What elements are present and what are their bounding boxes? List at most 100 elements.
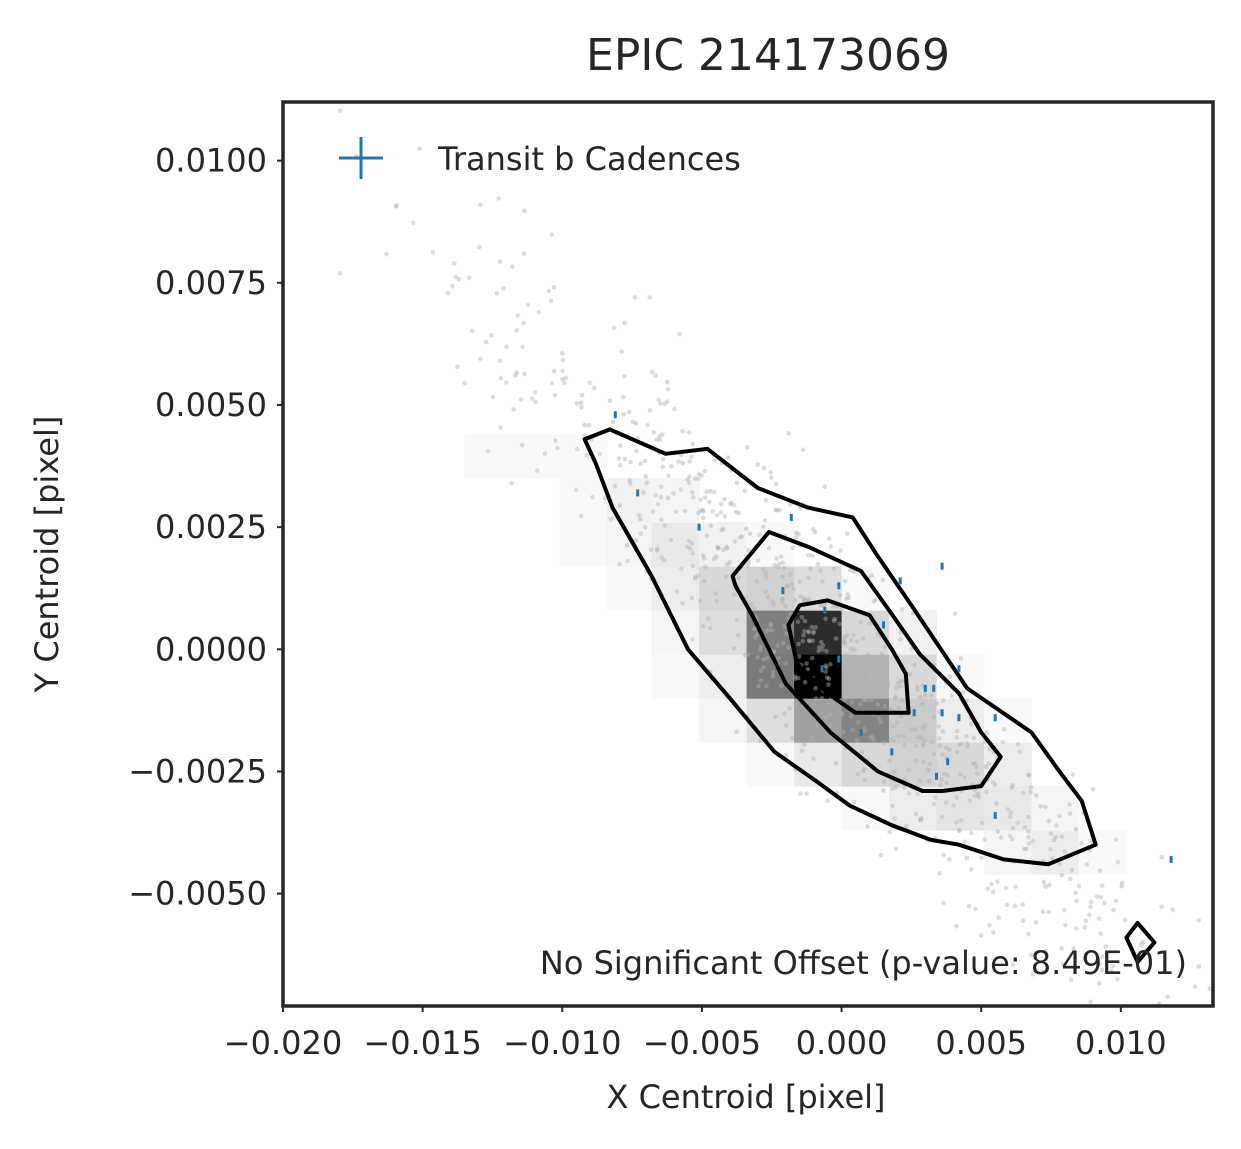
background-point [634,448,639,454]
background-point [927,762,933,767]
background-point [591,385,597,391]
background-point [979,855,984,861]
background-point [668,537,674,543]
background-point [1165,994,1170,1000]
background-point [1001,727,1007,732]
background-point [852,660,858,665]
background-point [869,573,875,578]
background-point [1059,834,1065,840]
background-point [900,734,906,739]
background-point [975,771,980,777]
background-point [521,320,526,326]
background-point [795,619,801,624]
background-point [697,598,703,604]
background-point [885,680,890,685]
background-point [782,623,787,629]
background-point [796,654,802,659]
background-point [777,561,782,567]
background-point [833,636,839,641]
background-point [696,476,701,482]
background-point [655,502,661,507]
background-point [674,589,680,594]
background-point [784,723,789,728]
background-point [666,473,671,479]
background-point [1088,899,1094,905]
background-point [806,629,811,634]
background-point [990,780,996,785]
y-axis-label: Y Centroid [pixel] [28,416,66,694]
background-point [478,356,483,362]
background-point [727,559,732,565]
background-point [656,397,661,403]
background-point [934,701,940,706]
background-point [659,484,664,490]
background-point [560,368,565,373]
background-point [921,743,926,748]
background-point [732,539,738,544]
background-point [719,527,724,533]
background-point [456,276,462,282]
background-point [768,621,773,627]
density-bin [984,786,1032,831]
background-point [797,579,803,584]
background-point [1097,961,1102,967]
background-point [501,286,506,291]
background-point [954,820,959,825]
background-point [802,742,807,747]
background-point [338,108,343,113]
background-point [489,332,494,338]
background-point [1010,825,1016,831]
background-point [1196,917,1201,923]
background-point [708,523,714,528]
background-point [1100,883,1105,889]
background-point [879,651,885,657]
background-point [584,453,590,458]
background-point [755,462,760,468]
background-point [1013,884,1018,889]
background-point [755,558,761,563]
background-point [818,639,824,645]
background-point [809,736,815,741]
background-point [650,509,656,514]
background-point [698,508,703,514]
background-point [770,673,776,679]
background-point [873,597,878,603]
background-point [1046,818,1052,824]
background-point [1040,909,1046,914]
background-point [892,696,898,701]
background-point [624,543,630,548]
background-point [513,373,518,378]
background-point [954,728,960,734]
background-point [842,679,848,685]
background-point [698,497,703,503]
background-point [972,761,978,766]
background-point [827,712,832,718]
density-bin [559,522,608,567]
background-point [708,489,713,494]
background-point [941,852,946,858]
background-point [1094,894,1100,899]
background-point [562,380,567,386]
background-point [1099,967,1105,973]
background-point [711,556,717,562]
background-point [689,490,695,495]
background-point [498,375,504,381]
background-point [696,573,701,578]
background-point [795,675,801,681]
background-point [445,290,451,296]
background-point [1196,964,1202,969]
background-point [826,701,832,706]
background-point [937,709,942,715]
background-point [1043,948,1048,954]
background-point [785,583,790,589]
background-point [900,678,906,684]
background-point [616,456,622,461]
background-point [1076,883,1082,889]
background-point [630,419,635,425]
background-point [853,681,859,687]
background-point [775,564,781,570]
background-point [384,252,389,257]
background-point [828,544,834,549]
background-point [957,828,962,834]
background-point [780,596,786,602]
